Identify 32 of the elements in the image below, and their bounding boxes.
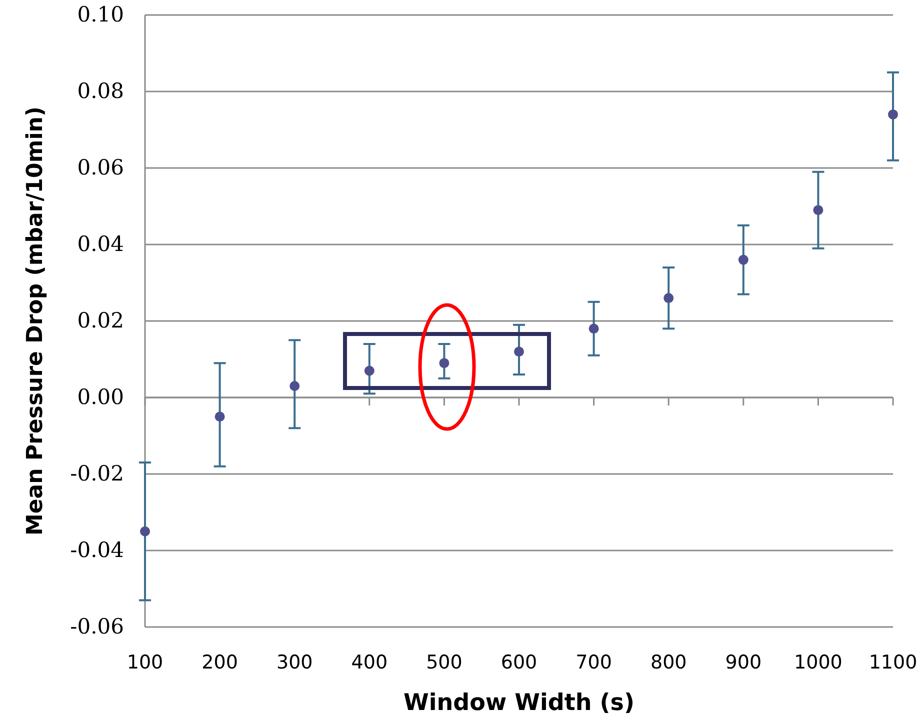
x-tick-label: 400 <box>351 651 388 674</box>
y-tick-label: 0.04 <box>77 232 124 256</box>
x-tick-label: 200 <box>202 651 238 674</box>
x-tick-label: 700 <box>576 651 612 674</box>
y-axis-title: Mean Pressure Drop (mbar/10min) <box>23 106 48 536</box>
point <box>514 346 524 357</box>
point <box>439 358 450 368</box>
x-tick-label: 1100 <box>868 651 918 674</box>
x-tick-label: 1000 <box>794 651 842 674</box>
y-tick-label: 0.08 <box>77 79 124 104</box>
point <box>214 412 225 422</box>
x-tick-label: 800 <box>650 651 687 674</box>
point <box>364 366 374 376</box>
x-tick-label: 500 <box>426 651 462 674</box>
y-tick-label: 0.06 <box>77 156 124 180</box>
x-axis-title: Window Width (s) <box>404 690 634 716</box>
y-tick-label: -0.04 <box>70 538 124 562</box>
y-tick-label: 0.02 <box>77 308 124 333</box>
point <box>664 293 674 304</box>
y-tick-label: 0.10 <box>77 2 124 27</box>
y-tick-label: -0.02 <box>70 462 124 486</box>
point <box>813 205 824 216</box>
point <box>888 109 898 120</box>
x-tick-label: 300 <box>276 651 313 674</box>
point <box>588 324 599 334</box>
x-tick-label: 900 <box>725 651 762 674</box>
x-tick-label: 100 <box>126 651 164 674</box>
x-tick-label: 600 <box>500 651 538 674</box>
point <box>738 254 748 265</box>
y-tick-label: 0.00 <box>77 385 124 410</box>
y-tick-label: -0.06 <box>70 614 124 639</box>
point <box>290 381 300 392</box>
